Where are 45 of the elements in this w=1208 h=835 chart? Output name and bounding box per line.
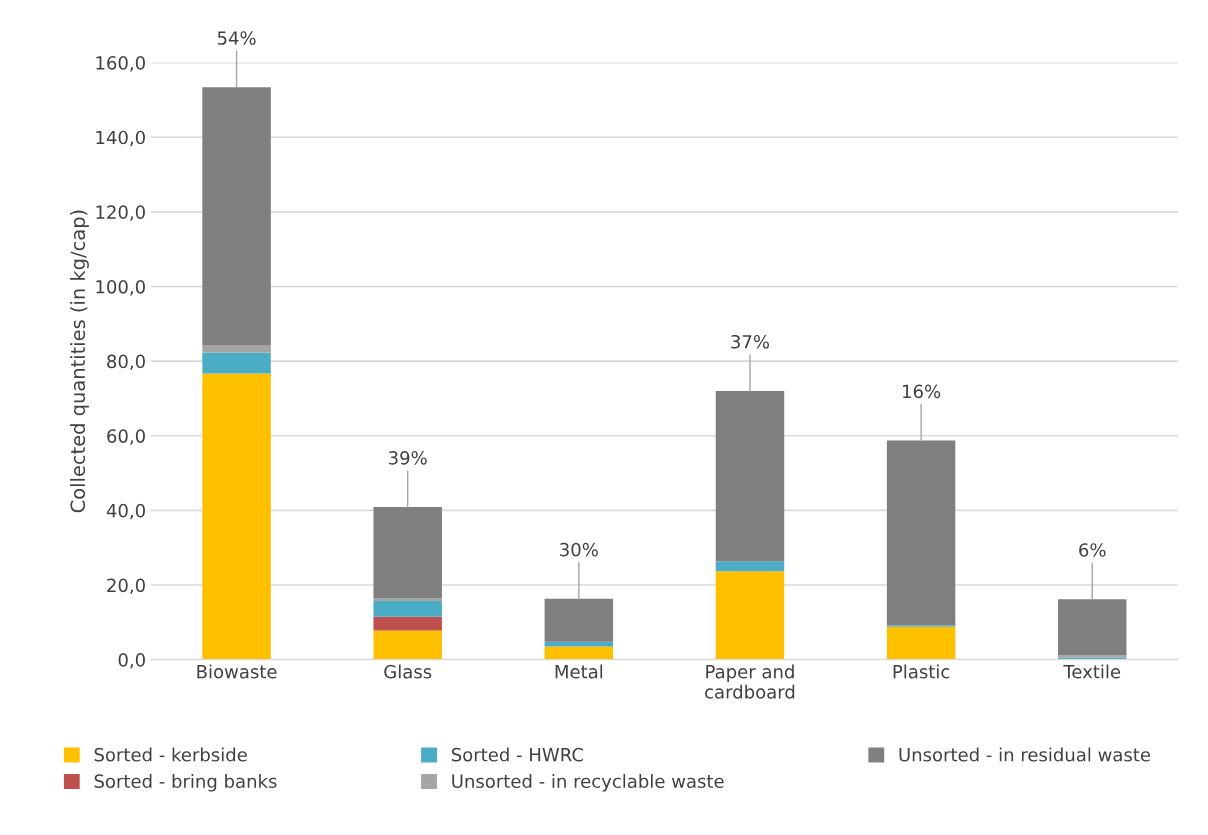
x-tick-label: Paper and cardboard (705, 664, 795, 699)
annotation: 54% (217, 31, 256, 45)
bar (202, 373, 271, 660)
y-tick-label: 140,0 (96, 130, 145, 147)
y-tick-label: 40,0 (106, 503, 145, 520)
y-tick-label: 100,0 (96, 279, 145, 296)
bar (373, 630, 442, 660)
legend-label: Sorted - kerbside (94, 747, 247, 762)
y-tick-label: 120,0 (96, 205, 145, 221)
y-tick-label: 80,0 (107, 354, 145, 371)
annotation: 30% (560, 542, 598, 557)
bar (202, 345, 271, 353)
bar (886, 626, 956, 660)
legend-label: Sorted - bring banks (94, 774, 277, 792)
bar (544, 598, 614, 642)
bar (373, 616, 442, 631)
bar (715, 571, 785, 660)
bar (544, 646, 614, 660)
x-tick-label: Glass (384, 664, 432, 679)
y-tick-label: 20,0 (107, 578, 145, 594)
x-tick-label: Textile (1063, 664, 1121, 679)
bar (1058, 599, 1127, 656)
x-tick-label: Metal (555, 664, 603, 679)
bar (373, 598, 442, 602)
annotation: 37% (731, 334, 770, 349)
annotation: 6% (1079, 543, 1106, 557)
bar (715, 390, 785, 562)
legend-label: Sorted - HWRC (451, 747, 584, 762)
bar (373, 601, 442, 617)
bar (886, 440, 956, 626)
bar (715, 561, 785, 572)
legend-label: Unsorted - in residual waste (899, 747, 1151, 762)
annotation: 16% (903, 384, 941, 399)
y-tick-label: 60,0 (107, 429, 145, 445)
x-tick-label: Plastic (893, 664, 950, 679)
bar (373, 507, 442, 599)
legend-label: Unsorted - in recyclable waste (452, 774, 724, 792)
y-tick-label: 160,0 (96, 56, 145, 72)
bar (202, 87, 271, 346)
bar (202, 352, 271, 374)
bar (544, 641, 614, 647)
x-tick-label: Biowaste (197, 664, 277, 679)
y-tick-label: 0,0 (118, 653, 145, 669)
annotation: 39% (389, 450, 427, 465)
y-axis-title: Collected quantities (in kg/cap) (70, 210, 89, 513)
